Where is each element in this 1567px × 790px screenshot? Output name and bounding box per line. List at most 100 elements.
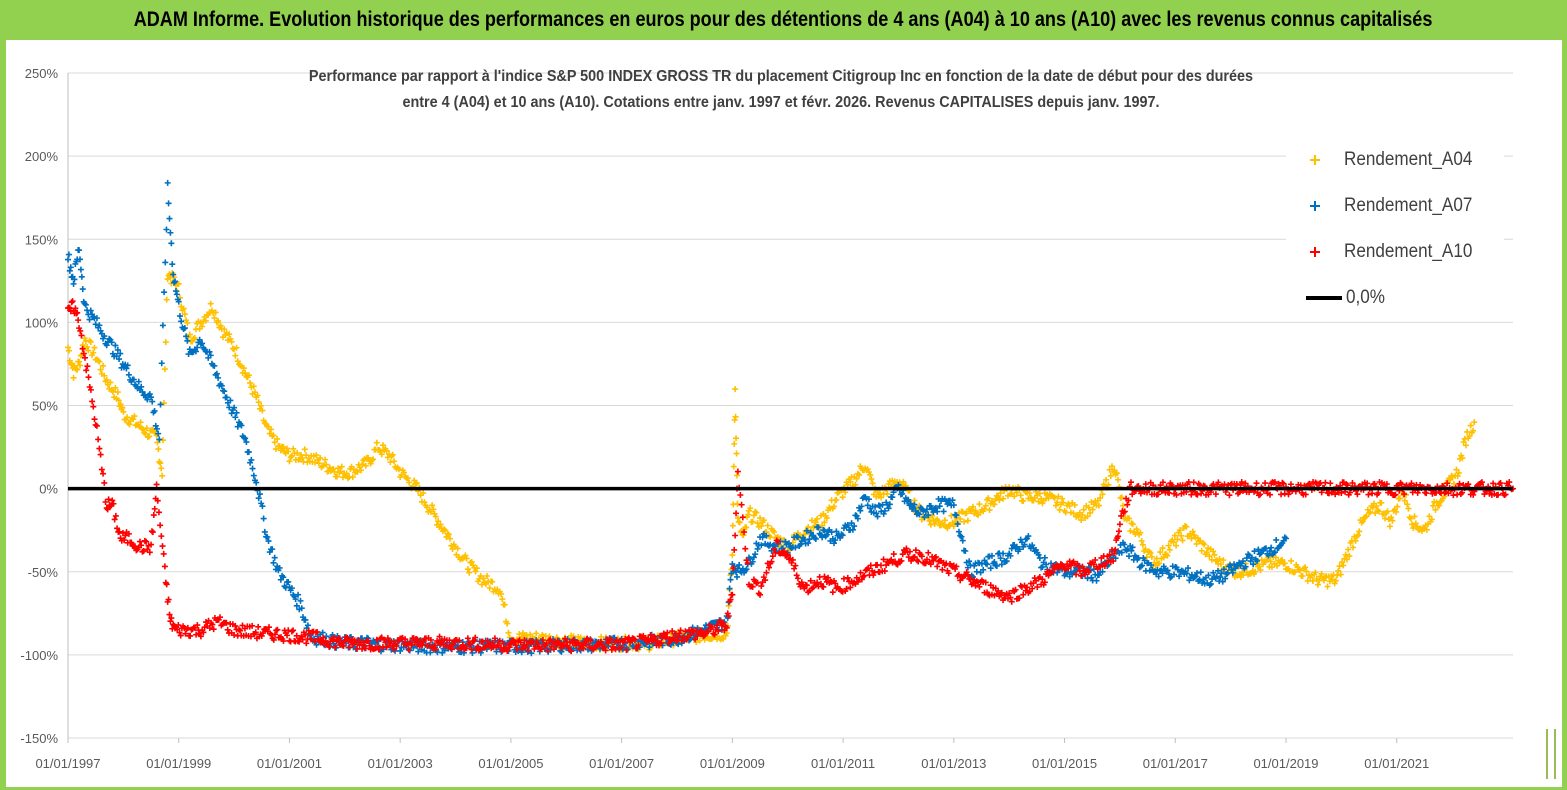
data-point [168, 240, 175, 247]
data-point [962, 547, 969, 554]
data-point [180, 305, 187, 312]
data-point [950, 502, 957, 509]
data-point [1121, 541, 1128, 548]
data-point [114, 389, 121, 396]
data-point [539, 636, 546, 643]
data-point [745, 511, 752, 518]
data-point [944, 501, 951, 508]
data-point [749, 583, 756, 590]
data-point [182, 630, 189, 637]
data-point [1127, 528, 1134, 535]
data-point [337, 468, 344, 475]
data-point [931, 521, 938, 528]
data-point [732, 532, 739, 539]
data-point [1036, 490, 1043, 497]
x-tick-label: 01/01/2021 [1364, 756, 1429, 771]
data-point [669, 628, 676, 635]
data-point [1139, 562, 1146, 569]
data-point [521, 637, 528, 644]
legend-item-a07: Rendement_A07 [1306, 191, 1487, 221]
data-point [1220, 557, 1227, 564]
data-point [1166, 546, 1173, 553]
legend-marker-a10 [1306, 243, 1324, 261]
data-point [259, 407, 266, 414]
data-point [1147, 549, 1154, 556]
data-point [159, 543, 166, 550]
data-point [96, 322, 103, 329]
data-point [733, 450, 740, 457]
data-point [240, 365, 247, 372]
data-point [176, 629, 183, 636]
data-point [1087, 509, 1094, 516]
data-point [172, 288, 179, 295]
data-point [1373, 503, 1380, 510]
data-point [65, 344, 71, 351]
data-point [320, 634, 327, 641]
data-point [789, 556, 796, 563]
data-point [112, 342, 119, 349]
data-point [752, 508, 759, 515]
data-point [1242, 563, 1249, 570]
data-point [1332, 491, 1339, 498]
data-point [365, 454, 372, 461]
data-point [1021, 541, 1028, 548]
data-point [1247, 558, 1254, 565]
data-point [82, 354, 89, 361]
data-point [1013, 489, 1020, 496]
y-tick-label: 50% [32, 399, 58, 414]
data-point [413, 479, 420, 486]
data-point [774, 538, 781, 545]
data-point [167, 229, 174, 236]
data-point [280, 638, 287, 645]
data-point [987, 565, 994, 572]
data-point [731, 440, 738, 447]
data-point [120, 408, 127, 415]
data-point [255, 495, 262, 502]
data-point [823, 515, 830, 522]
data-point [1375, 508, 1382, 515]
data-point [193, 631, 200, 638]
data-point [742, 545, 749, 552]
data-point [1257, 567, 1264, 574]
data-point [435, 518, 442, 525]
x-tick-label: 01/01/2001 [257, 756, 322, 771]
data-point [991, 559, 998, 566]
data-point [658, 639, 665, 646]
data-point [107, 379, 114, 386]
data-point [647, 632, 654, 639]
data-point [1291, 568, 1298, 575]
data-point [1267, 491, 1274, 498]
data-point [1456, 480, 1463, 487]
data-point [1189, 528, 1196, 535]
data-point [144, 396, 151, 403]
data-point [210, 626, 217, 633]
data-point [231, 404, 238, 411]
data-point [1356, 528, 1363, 535]
data-point [733, 573, 740, 580]
data-point [997, 490, 1004, 497]
data-point [270, 636, 277, 643]
data-point [654, 637, 661, 644]
data-point [1287, 481, 1294, 488]
data-point [547, 636, 554, 643]
data-point [823, 531, 830, 538]
data-point [1170, 539, 1177, 546]
series-Rendement_A04 [65, 269, 1478, 653]
data-point [980, 566, 987, 573]
data-point [922, 560, 929, 567]
data-point [792, 562, 799, 569]
data-point [383, 644, 390, 651]
data-point [421, 499, 428, 506]
data-point [1008, 598, 1015, 605]
data-point [391, 646, 398, 653]
data-point [1078, 572, 1085, 579]
data-point [731, 546, 738, 553]
data-point [847, 478, 854, 485]
data-point [1302, 491, 1309, 498]
frame-right [1562, 40, 1567, 790]
data-point [489, 578, 496, 585]
data-point [857, 507, 864, 514]
data-point [1268, 544, 1275, 551]
data-point [183, 333, 190, 340]
data-point [1016, 546, 1023, 553]
